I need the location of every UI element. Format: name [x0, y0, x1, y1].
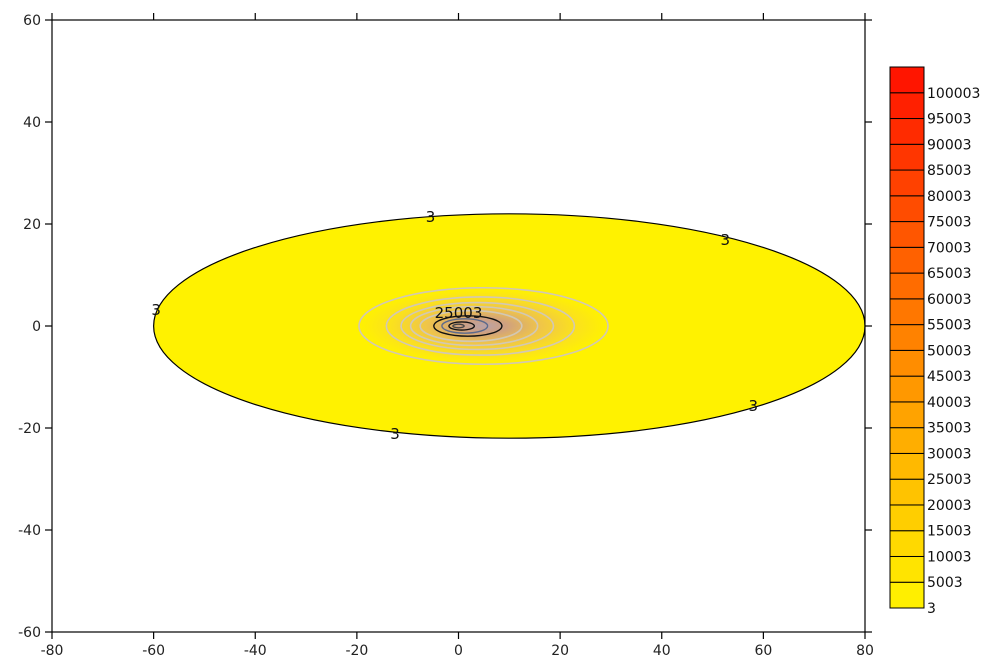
- legend-band: [889, 272, 925, 300]
- x-tick-label: 20: [551, 643, 569, 659]
- legend-label: 10003: [927, 549, 972, 565]
- x-tick-label: 0: [454, 643, 463, 659]
- legend-band: [889, 221, 925, 248]
- legend-band: [889, 375, 925, 403]
- legend-label: 100003: [927, 86, 980, 102]
- inner-contour: [433, 315, 503, 337]
- inner-contour: [409, 305, 539, 347]
- inner-contour: [441, 318, 489, 334]
- x-tick-label: -40: [244, 643, 267, 659]
- plot-area: [153, 213, 866, 439]
- legend-band: [889, 349, 925, 377]
- x-tick-label: -20: [345, 643, 368, 659]
- legend-band: [889, 478, 925, 506]
- legend-label: 5003: [927, 575, 963, 591]
- legend-band: [889, 92, 925, 120]
- legend-label: 20003: [927, 498, 972, 514]
- legend-label: 90003: [927, 137, 972, 153]
- legend-label: 70003: [927, 240, 972, 256]
- contour-label: 3: [720, 231, 730, 249]
- legend-band: [889, 581, 925, 609]
- x-tick-label: -60: [142, 643, 165, 659]
- inner-contour: [448, 321, 476, 331]
- legend-band: [889, 530, 925, 557]
- inner-contour: [385, 296, 576, 356]
- y-tick-label: 60: [23, 13, 41, 29]
- y-tick-label: -20: [18, 421, 41, 437]
- legend-label: 40003: [927, 395, 972, 411]
- contour-label: 3: [151, 301, 161, 319]
- legend-label: 95003: [927, 112, 972, 128]
- legend-label: 65003: [927, 266, 972, 282]
- legend-band: [889, 169, 925, 197]
- contour-labels: 3 3 3 3 3 25003: [151, 208, 758, 443]
- contour-label: 3: [748, 397, 758, 415]
- legend-label: 3: [927, 601, 936, 617]
- contour-lines: [358, 286, 609, 366]
- inner-contour: [452, 323, 465, 329]
- y-tick-label: 40: [23, 115, 41, 131]
- x-tick-label: 80: [856, 643, 874, 659]
- legend-band: [889, 195, 925, 223]
- contour-label: 3: [390, 425, 400, 443]
- color-legend: 3500310003150032000325003300033500340003…: [889, 66, 980, 617]
- legend-band: [889, 66, 925, 94]
- legend-label: 45003: [927, 369, 972, 385]
- y-tick-label: 20: [23, 217, 41, 233]
- legend-band: [889, 555, 925, 583]
- inner-contour: [419, 309, 523, 343]
- legend-band: [889, 452, 925, 480]
- legend-band: [889, 298, 925, 326]
- legend-label: 35003: [927, 421, 972, 437]
- x-tick-label: -80: [41, 643, 64, 659]
- legend-band: [889, 427, 925, 454]
- legend-label: 30003: [927, 446, 972, 462]
- y-tick-label: -60: [18, 625, 41, 641]
- inner-contour: [400, 301, 555, 351]
- contour-label: 3: [426, 208, 436, 226]
- legend-label: 60003: [927, 292, 972, 308]
- x-tick-label: 60: [754, 643, 772, 659]
- legend-label: 80003: [927, 189, 972, 205]
- legend-label: 15003: [927, 524, 972, 540]
- legend-label: 75003: [927, 215, 972, 231]
- legend-band: [889, 118, 925, 145]
- legend-label: 55003: [927, 318, 972, 334]
- y-tick-label: 0: [32, 319, 41, 335]
- y-tick-label: -40: [18, 523, 41, 539]
- legend-label: 50003: [927, 343, 972, 359]
- legend-band: [889, 504, 925, 532]
- x-tick-label: 40: [653, 643, 671, 659]
- legend-band: [889, 143, 925, 171]
- legend-band: [889, 324, 925, 351]
- legend-label: 25003: [927, 472, 972, 488]
- legend-band: [889, 401, 925, 429]
- legend-band: [889, 246, 925, 274]
- hot-spot: [359, 287, 608, 365]
- inner-contour: [358, 286, 609, 366]
- legend-label: 85003: [927, 163, 972, 179]
- contour-label: 25003: [435, 304, 483, 322]
